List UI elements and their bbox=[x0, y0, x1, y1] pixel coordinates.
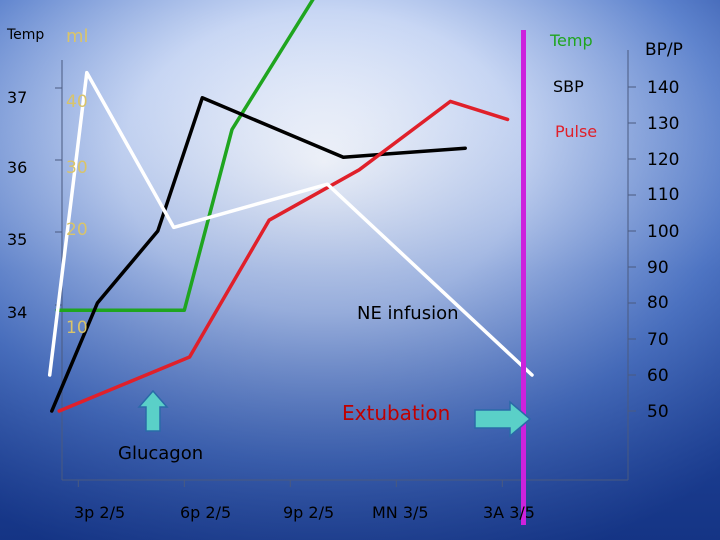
temp-axis-label: Temp bbox=[7, 27, 45, 43]
ml-tick-label: 40 bbox=[66, 92, 88, 112]
bp-tick-label: 140 bbox=[647, 78, 680, 98]
pulse-series-line bbox=[57, 99, 510, 413]
ne-infusion-annotation: NE infusion bbox=[357, 303, 459, 324]
x-tick-label: 6p 2/5 bbox=[180, 503, 232, 522]
white-series-line bbox=[47, 70, 534, 377]
temp-tick-label: 37 bbox=[7, 88, 28, 107]
extubation-arrow bbox=[474, 400, 532, 438]
glucagon-annotation: Glucagon bbox=[118, 443, 204, 464]
x-tick-label: MN 3/5 bbox=[372, 503, 429, 522]
temp-tick-label: 36 bbox=[7, 158, 28, 177]
legend-pulse: Pulse bbox=[555, 122, 598, 141]
legend-temp: Temp bbox=[550, 31, 593, 50]
bp-tick-label: 120 bbox=[647, 150, 680, 170]
bp-tick-label: 50 bbox=[647, 402, 669, 422]
series-layer bbox=[47, 0, 534, 413]
temp-tick-label: 34 bbox=[7, 303, 28, 322]
bp-axis-label: BP/P bbox=[645, 40, 683, 60]
x-tick-label: 3p 2/5 bbox=[74, 503, 126, 522]
bp-tick-label: 60 bbox=[647, 366, 669, 386]
x-tick-label: 9p 2/5 bbox=[283, 503, 335, 522]
legend-sbp: SBP bbox=[553, 77, 584, 96]
bp-tick-label: 100 bbox=[647, 222, 680, 242]
ml-tick-label: 30 bbox=[66, 158, 88, 178]
extubation-annotation: Extubation bbox=[342, 401, 451, 425]
bp-tick-label: 80 bbox=[647, 293, 669, 313]
arrow-layer bbox=[137, 389, 532, 438]
ml-axis-label: ml bbox=[66, 26, 89, 47]
glucagon-arrow bbox=[137, 389, 169, 432]
temp-tick-label: 35 bbox=[7, 230, 28, 249]
bp-tick-label: 90 bbox=[647, 258, 669, 278]
bp-tick-label: 110 bbox=[647, 185, 680, 205]
temp-series-line bbox=[55, 0, 315, 313]
ml-tick-label: 20 bbox=[66, 220, 88, 240]
bp-tick-label: 70 bbox=[647, 330, 669, 350]
ml-tick-label: 10 bbox=[66, 318, 88, 338]
sbp-series-line bbox=[50, 96, 467, 413]
bp-tick-label: 130 bbox=[647, 114, 680, 134]
x-tick-label: 3A 3/5 bbox=[483, 503, 535, 522]
